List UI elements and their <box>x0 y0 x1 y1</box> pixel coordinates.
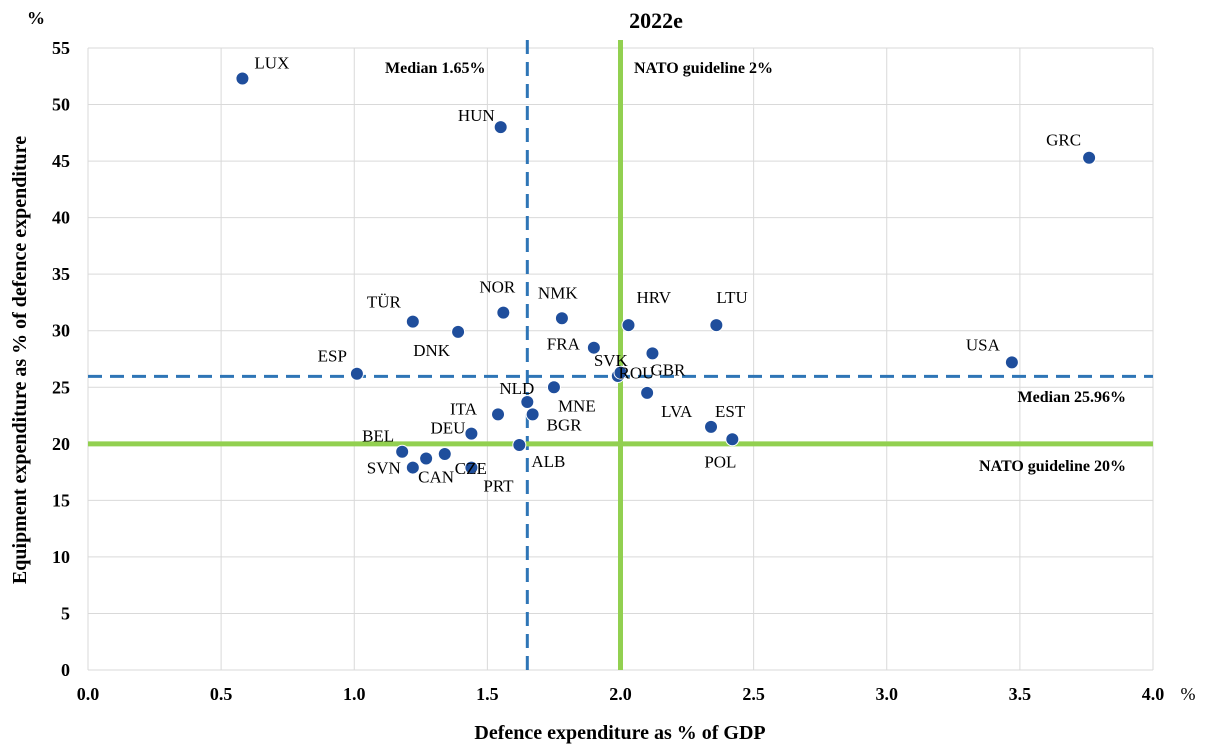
data-point-ita <box>491 407 506 422</box>
data-point-svn <box>405 460 420 475</box>
point-label-usa: USA <box>966 335 1001 354</box>
point-label-pol: POL <box>704 452 736 471</box>
data-point-mne <box>546 380 561 395</box>
point-label-nor: NOR <box>479 278 516 297</box>
point-label-fra: FRA <box>547 335 581 354</box>
data-point-rou <box>613 365 628 380</box>
y-tick-label: 0 <box>61 660 70 680</box>
y-unit-label: % <box>27 8 45 28</box>
point-label-dnk: DNK <box>413 341 451 360</box>
x-tick-label: 3.5 <box>1009 684 1032 704</box>
points-layer <box>235 71 1097 475</box>
data-point-prt <box>464 460 479 475</box>
y-tick-label: 20 <box>52 434 70 454</box>
y-tick-label: 55 <box>52 38 70 58</box>
data-point-nld <box>520 394 535 409</box>
y-tick-label: 5 <box>61 603 70 623</box>
tick-labels-layer: 0.0 0.5 1.0 1.5 2.0 2.5 3.0 3.5 4.0 0 5 10 15 20 25 30 3… <box>52 38 1164 704</box>
reference-label-nato-x: NATO guideline 2% <box>634 60 773 77</box>
data-point-deu <box>464 426 479 441</box>
data-point-bgr <box>525 407 540 422</box>
data-point-pol <box>725 432 740 447</box>
point-label-rou: ROU <box>619 364 655 383</box>
point-label-mne: MNE <box>558 396 596 415</box>
point-label-gbr: GBR <box>650 360 686 379</box>
point-labels-layer: LUX HUN GRC TÜR NOR DNK NMK HRV LTU FRA GBR USA ESP S… <box>254 54 1081 496</box>
point-label-cze: CZE <box>455 459 487 478</box>
y-tick-label: 40 <box>52 208 70 228</box>
point-label-hrv: HRV <box>636 288 671 307</box>
x-tick-label: 1.0 <box>343 684 366 704</box>
data-point-can <box>419 451 434 466</box>
chart-title: 2022e <box>629 8 683 33</box>
point-label-lva: LVA <box>661 402 693 421</box>
point-label-svn: SVN <box>367 459 401 478</box>
point-label-bel: BEL <box>362 427 394 446</box>
reference-label-median-x: Median 1.65% <box>385 60 485 77</box>
point-label-est: EST <box>715 402 746 421</box>
data-point-usa <box>1004 355 1019 370</box>
data-point-tür <box>405 314 420 329</box>
point-label-lux: LUX <box>254 54 289 73</box>
x-tick-label: 2.5 <box>742 684 765 704</box>
point-label-esp: ESP <box>318 347 347 366</box>
point-label-bgr: BGR <box>547 415 583 434</box>
y-axis-title: Equipment expenditure as % of defence ex… <box>9 136 31 584</box>
point-label-alb: ALB <box>531 452 565 471</box>
x-tick-label: 2.0 <box>609 684 632 704</box>
y-tick-label: 10 <box>52 547 70 567</box>
data-point-lux <box>235 71 250 86</box>
point-label-ltu: LTU <box>716 288 748 307</box>
y-tick-label: 50 <box>52 95 70 115</box>
point-label-tür: TÜR <box>367 293 402 312</box>
data-point-fra <box>586 340 601 355</box>
point-label-nmk: NMK <box>538 283 578 302</box>
data-point-hun <box>493 120 508 135</box>
data-point-ltu <box>709 318 724 333</box>
data-point-hrv <box>621 318 636 333</box>
x-tick-label: 1.5 <box>476 684 499 704</box>
point-label-grc: GRC <box>1046 131 1081 150</box>
data-point-lva <box>640 385 655 400</box>
point-label-prt: PRT <box>483 477 514 496</box>
data-point-esp <box>349 366 364 381</box>
point-label-nld: NLD <box>499 379 534 398</box>
x-tick-label: 4.0 <box>1142 684 1165 704</box>
data-point-bel <box>395 444 410 459</box>
data-point-cze <box>437 446 452 461</box>
point-label-ita: ITA <box>450 399 478 418</box>
x-axis-title: Defence expenditure as % of GDP <box>474 722 765 744</box>
data-point-dnk <box>451 324 466 339</box>
point-label-deu: DEU <box>430 419 465 438</box>
y-tick-label: 15 <box>52 490 70 510</box>
reference-label-nato-y: NATO guideline 20% <box>979 458 1126 475</box>
x-unit-label: % <box>1181 684 1196 704</box>
reference-labels-layer: Median 1.65% NATO guideline 2% Median 25.9… <box>385 60 1126 475</box>
x-tick-label: 0.5 <box>210 684 233 704</box>
reference-label-median-y: Median 25.96% <box>1018 389 1126 406</box>
data-point-grc <box>1082 150 1097 165</box>
point-label-can: CAN <box>418 468 454 487</box>
y-tick-label: 30 <box>52 321 70 341</box>
point-label-svk: SVK <box>594 351 629 370</box>
data-point-est <box>704 419 719 434</box>
data-point-nor <box>496 305 511 320</box>
data-point-nmk <box>554 311 569 326</box>
x-tick-label: 3.0 <box>876 684 899 704</box>
point-label-hun: HUN <box>458 106 495 125</box>
x-tick-label: 0.0 <box>77 684 100 704</box>
y-tick-label: 45 <box>52 151 70 171</box>
y-tick-label: 35 <box>52 264 70 284</box>
y-tick-label: 25 <box>52 377 70 397</box>
data-point-alb <box>512 437 527 452</box>
data-point-gbr <box>645 346 660 361</box>
